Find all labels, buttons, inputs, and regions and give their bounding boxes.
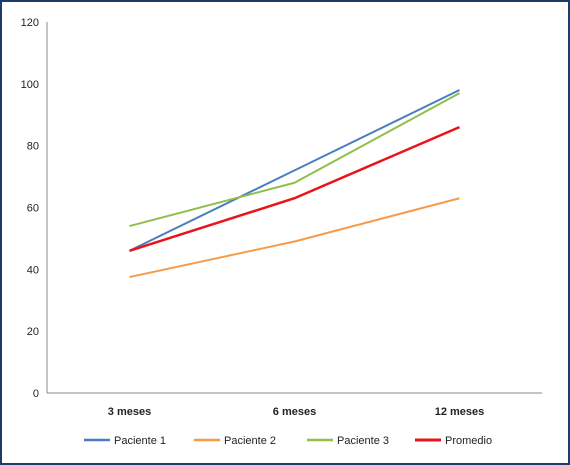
legend-item-paciente-2: Paciente 2 [194, 435, 276, 447]
x-tick-label: 3 meses [108, 406, 151, 418]
series-line-paciente-3 [129, 92, 460, 228]
series-line-promedio [129, 125, 460, 252]
y-tick-label: 100 [21, 79, 39, 91]
axes [46, 22, 542, 394]
legend-label: Paciente 2 [224, 435, 276, 447]
legend-item-paciente-3: Paciente 3 [307, 435, 389, 447]
y-tick-label: 0 [33, 388, 39, 400]
legend-item-paciente-1: Paciente 1 [84, 435, 166, 447]
legend: Paciente 1 Paciente 2 Paciente 3 Promedio [84, 435, 492, 447]
series-lines [129, 89, 460, 279]
series-line-paciente-2 [129, 197, 460, 279]
series-line-paciente-1 [129, 89, 460, 252]
legend-label: Paciente 1 [114, 435, 166, 447]
legend-item-promedio: Promedio [415, 435, 492, 447]
y-tick-label: 80 [27, 141, 39, 153]
x-tick-label: 12 meses [435, 406, 485, 418]
legend-label: Paciente 3 [337, 435, 389, 447]
legend-label: Promedio [445, 435, 492, 447]
y-axis-ticks: 0 20 40 60 80 100 120 [21, 17, 39, 400]
y-tick-label: 20 [27, 326, 39, 338]
x-axis-ticks: 3 meses 6 meses 12 meses [108, 406, 484, 418]
y-tick-label: 40 [27, 264, 39, 276]
y-tick-label: 120 [21, 17, 39, 29]
x-tick-label: 6 meses [273, 406, 316, 418]
y-tick-label: 60 [27, 203, 39, 215]
